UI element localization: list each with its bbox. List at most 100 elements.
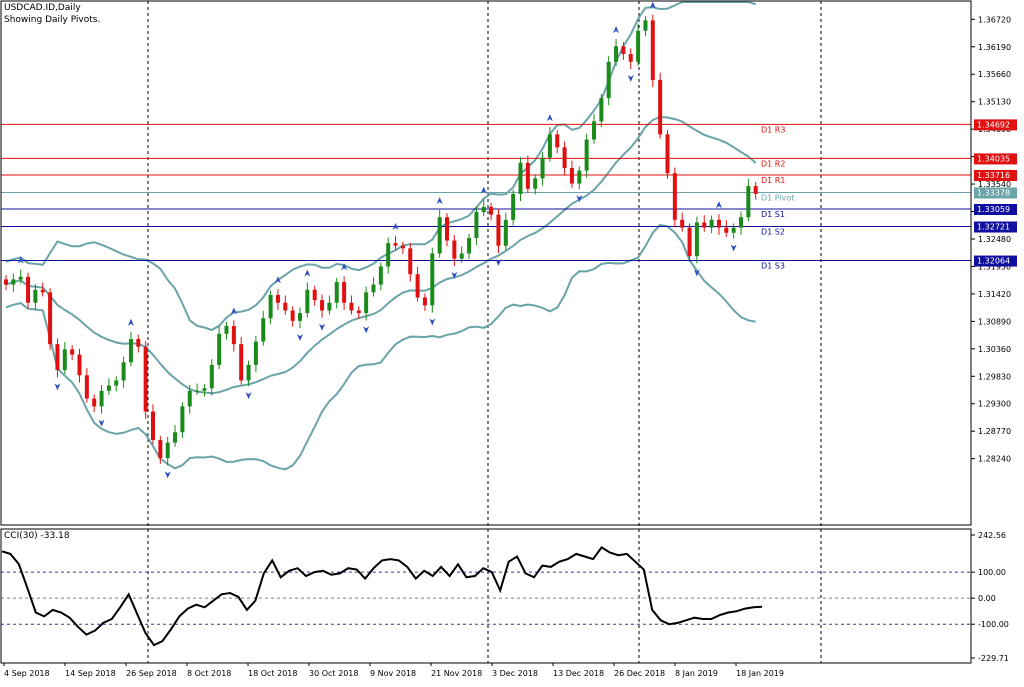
cci-indicator-label: CCI(30) -33.18 xyxy=(4,531,70,541)
y-tick-label: 1.36190 xyxy=(978,43,1011,52)
candle-bullish xyxy=(467,237,472,254)
fractal-down-arrow xyxy=(54,383,61,391)
candle-bullish xyxy=(180,406,185,433)
candle-bearish xyxy=(231,326,236,345)
fractal-down-arrow xyxy=(98,419,105,427)
candle-bearish xyxy=(650,20,655,80)
fractal-down-arrow xyxy=(627,75,634,83)
candle-bullish xyxy=(224,326,229,334)
candle-bearish xyxy=(555,134,560,148)
pivot-value-label: 1.32064 xyxy=(977,257,1010,266)
candle-bearish xyxy=(55,344,60,371)
pivot-value-label: 1.33059 xyxy=(977,205,1010,214)
candle-bullish xyxy=(106,385,111,391)
candle-bearish xyxy=(92,398,97,407)
candle-bearish xyxy=(415,274,420,298)
candle-bearish xyxy=(621,46,626,55)
y-tick-label: 1.32480 xyxy=(978,235,1011,244)
candle-bullish xyxy=(195,390,200,392)
x-tick-label: 4 Sep 2018 xyxy=(4,669,50,678)
cci-y-tick-label: 242.56 xyxy=(978,531,1006,540)
candle-bearish xyxy=(496,214,501,246)
y-tick-label: 1.28770 xyxy=(978,427,1011,436)
x-tick-label: 26 Sep 2018 xyxy=(126,669,177,678)
candle-bullish xyxy=(459,253,464,259)
x-tick-label: 30 Oct 2018 xyxy=(309,669,358,678)
pivot-level-name: D1 S2 xyxy=(761,228,785,237)
candle-bearish xyxy=(48,292,53,345)
cci-y-tick-label: -100.00 xyxy=(978,620,1009,629)
pivot-levels xyxy=(1,123,971,262)
pivot-value-label: 1.33378 xyxy=(977,188,1010,197)
candle-bearish xyxy=(658,79,663,135)
cci-y-tick-label: 0.00 xyxy=(978,594,996,603)
candle-bullish xyxy=(636,30,641,62)
cci-line xyxy=(1,546,763,647)
pivot-value-tag xyxy=(974,119,1017,131)
candle-bullish xyxy=(540,157,545,179)
bollinger-upper-band xyxy=(5,1,756,332)
candle-bullish xyxy=(371,284,376,293)
candle-bullish xyxy=(187,390,192,407)
chart-pivot-note: Showing Daily Pivots. xyxy=(4,15,101,25)
candle-bearish xyxy=(356,310,361,314)
candle-bearish xyxy=(672,173,677,220)
candle-bullish xyxy=(592,121,596,140)
pivot-value-tag xyxy=(974,187,1017,199)
fractal-down-arrow xyxy=(730,244,737,252)
candle-bullish xyxy=(511,193,516,220)
candle-bearish xyxy=(151,411,155,441)
candle-bearish xyxy=(77,354,82,376)
y-tick-label: 1.31420 xyxy=(978,290,1011,299)
candle-bearish xyxy=(158,440,163,459)
y-tick-label: 1.35130 xyxy=(978,98,1011,107)
candle-bullish xyxy=(474,212,479,238)
candle-bearish xyxy=(283,302,288,311)
candle-bearish xyxy=(320,300,325,311)
candle-bearish xyxy=(349,302,354,311)
candle-bullish xyxy=(298,313,302,321)
pivot-labels: D1 R3 1.34692 D1 R2 1.34035 D1 R1 1.33716 D1 P… xyxy=(761,119,1017,271)
candle-bullish xyxy=(547,134,552,158)
y-tick-label: 1.30890 xyxy=(978,317,1011,326)
candle-bullish xyxy=(18,276,23,280)
y-tick-label: 1.35660 xyxy=(978,70,1011,79)
candle-bearish xyxy=(136,338,141,347)
candle-bearish xyxy=(452,240,457,259)
candle-bullish xyxy=(481,206,486,213)
candle-bearish xyxy=(239,344,244,381)
fractal-down-arrow xyxy=(576,195,583,203)
cci-panel xyxy=(1,546,971,647)
candle-bullish xyxy=(217,333,222,365)
fractal-up-arrow xyxy=(546,114,553,122)
candle-bullish xyxy=(577,170,582,184)
fractal-up-arrow xyxy=(127,318,134,326)
candle-bullish xyxy=(33,289,38,303)
candle-bullish xyxy=(386,243,391,267)
candle-bullish xyxy=(614,46,619,62)
candle-bullish xyxy=(739,217,743,228)
candle-bullish xyxy=(114,380,119,386)
x-tick-label: 18 Oct 2018 xyxy=(248,669,297,678)
x-tick-label: 14 Sep 2018 xyxy=(65,669,116,678)
x-tick-label: 21 Nov 2018 xyxy=(431,669,482,678)
candle-bullish xyxy=(268,294,273,319)
candle-bearish xyxy=(562,147,567,169)
fractal-down-arrow xyxy=(451,271,458,279)
candle-bearish xyxy=(569,168,574,184)
candle-bullish xyxy=(533,178,538,189)
candle-bearish xyxy=(40,289,45,293)
pivot-value-label: 1.34035 xyxy=(977,154,1010,163)
pivot-value-tag xyxy=(974,221,1017,233)
pivot-level-name: D1 S3 xyxy=(761,262,785,271)
candle-bearish xyxy=(393,243,398,246)
candle-bearish xyxy=(400,245,405,249)
candle-bullish xyxy=(305,289,310,314)
candle-bearish xyxy=(753,186,758,194)
candle-bullish xyxy=(253,341,258,365)
fractal-down-arrow xyxy=(429,318,436,326)
candle-bearish xyxy=(70,349,75,355)
y-tick-label: 1.29830 xyxy=(978,372,1011,381)
